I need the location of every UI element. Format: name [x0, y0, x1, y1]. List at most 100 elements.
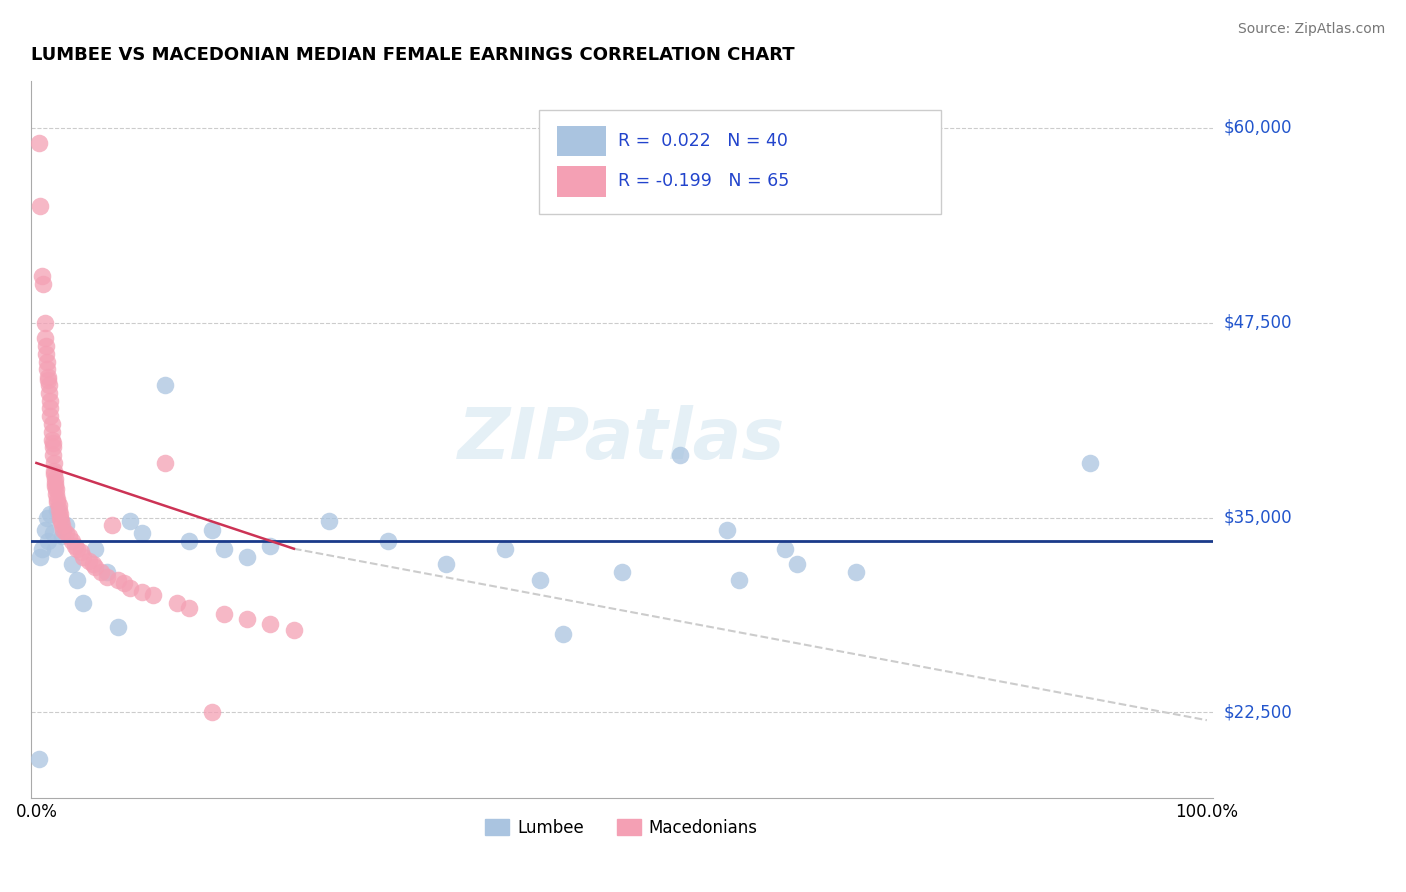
Point — [283, 623, 305, 637]
Point — [96, 565, 118, 579]
Text: LUMBEE VS MACEDONIAN MEDIAN FEMALE EARNINGS CORRELATION CHART: LUMBEE VS MACEDONIAN MEDIAN FEMALE EARNI… — [31, 46, 794, 64]
Point — [66, 541, 89, 556]
Point — [35, 339, 58, 353]
Point — [34, 316, 56, 330]
Point — [96, 570, 118, 584]
Point — [32, 277, 55, 291]
Text: Source: ZipAtlas.com: Source: ZipAtlas.com — [1237, 22, 1385, 37]
Point — [529, 573, 551, 587]
Point — [37, 373, 59, 387]
Point — [45, 483, 67, 497]
Point — [716, 523, 738, 537]
Point — [72, 549, 94, 564]
Point — [42, 456, 65, 470]
Point — [35, 510, 58, 524]
Point — [118, 581, 141, 595]
Point — [236, 549, 259, 564]
Point — [153, 378, 176, 392]
Point — [39, 409, 62, 424]
Point — [84, 560, 107, 574]
Point — [42, 448, 65, 462]
Point — [112, 576, 135, 591]
Point — [845, 565, 868, 579]
Point — [34, 331, 56, 345]
Point — [28, 136, 51, 151]
Point — [42, 467, 65, 481]
Point — [48, 498, 70, 512]
Point — [84, 541, 107, 556]
Point — [63, 539, 86, 553]
Text: R = -0.199   N = 65: R = -0.199 N = 65 — [619, 172, 789, 191]
FancyBboxPatch shape — [557, 167, 606, 196]
Point — [201, 523, 224, 537]
Point — [786, 558, 808, 572]
Point — [177, 601, 200, 615]
Point — [45, 487, 67, 501]
Point — [35, 354, 58, 368]
Legend: Lumbee, Macedonians: Lumbee, Macedonians — [479, 813, 765, 844]
Point — [38, 378, 60, 392]
Point — [66, 573, 89, 587]
Point — [553, 627, 575, 641]
Point — [70, 545, 93, 559]
Point — [212, 607, 235, 622]
Point — [236, 612, 259, 626]
Point — [35, 347, 58, 361]
Point — [153, 456, 176, 470]
Point — [318, 514, 340, 528]
Point — [48, 502, 70, 516]
Point — [90, 565, 112, 579]
Point — [118, 514, 141, 528]
Point — [34, 523, 56, 537]
Point — [39, 508, 62, 522]
Point — [727, 573, 749, 587]
Point — [494, 541, 516, 556]
Text: $47,500: $47,500 — [1223, 314, 1292, 332]
Point — [60, 558, 83, 572]
Point — [131, 526, 153, 541]
Point — [82, 558, 104, 572]
Point — [44, 476, 66, 491]
Point — [434, 558, 457, 572]
Point — [51, 518, 73, 533]
Point — [55, 518, 77, 533]
Text: ZIPatlas: ZIPatlas — [458, 405, 786, 474]
Point — [107, 573, 129, 587]
Point — [49, 508, 72, 522]
Point — [39, 401, 62, 416]
Point — [44, 472, 66, 486]
Point — [259, 539, 281, 553]
Point — [52, 523, 75, 537]
Point — [610, 565, 633, 579]
Point — [42, 441, 65, 455]
FancyBboxPatch shape — [538, 110, 941, 214]
Text: $60,000: $60,000 — [1223, 119, 1292, 136]
Point — [46, 491, 69, 506]
Point — [51, 529, 73, 543]
Point — [49, 514, 72, 528]
Point — [212, 541, 235, 556]
Point — [42, 464, 65, 478]
Point — [775, 541, 797, 556]
Point — [39, 393, 62, 408]
Point — [42, 435, 65, 450]
Point — [37, 533, 59, 548]
Point — [107, 620, 129, 634]
Point — [55, 526, 77, 541]
Point — [42, 526, 65, 541]
Point — [46, 495, 69, 509]
Text: $35,000: $35,000 — [1223, 508, 1292, 526]
Point — [77, 554, 100, 568]
Point — [1078, 456, 1101, 470]
Point — [35, 362, 58, 376]
Point — [201, 706, 224, 720]
Point — [131, 585, 153, 599]
Point — [377, 533, 399, 548]
Point — [28, 752, 51, 766]
Point — [58, 529, 80, 543]
Point — [41, 417, 63, 431]
Point — [38, 385, 60, 400]
Point — [28, 549, 51, 564]
Point — [166, 596, 188, 610]
Point — [49, 510, 72, 524]
